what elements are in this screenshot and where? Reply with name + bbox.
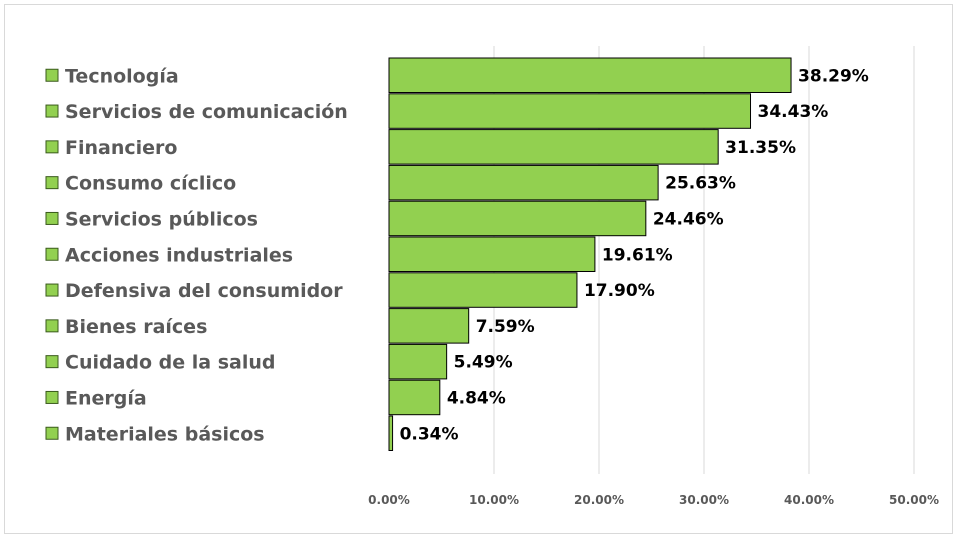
legend-swatch-0: [45, 68, 59, 82]
category-label-9: Energía: [65, 387, 147, 409]
value-label-5: 19.61%: [602, 245, 673, 265]
x-axis-ticks: 0.00% 10.00% 20.00% 30.00% 40.00% 50.00%: [368, 493, 939, 507]
bar-6: [388, 272, 578, 308]
category-label-10: Materiales básicos: [65, 423, 265, 445]
legend-swatch-6: [45, 283, 59, 297]
bar-7: [388, 308, 470, 344]
bar-5: [388, 236, 596, 272]
x-tick-label-3: 30.00%: [679, 493, 729, 507]
x-tick-label-1: 10.00%: [469, 493, 519, 507]
legend-swatch-9: [45, 390, 59, 404]
category-label-4: Servicios públicos: [65, 208, 258, 230]
value-label-2: 31.35%: [725, 138, 796, 158]
value-label-10: 0.34%: [400, 424, 459, 444]
value-label-4: 24.46%: [653, 209, 724, 229]
value-label-9: 4.84%: [447, 388, 506, 408]
legend-swatch-10: [45, 426, 59, 440]
value-label-6: 17.90%: [584, 281, 655, 301]
value-label-7: 7.59%: [476, 317, 535, 337]
value-label-3: 25.63%: [665, 174, 736, 194]
legend-swatch-7: [45, 319, 59, 333]
value-labels: 38.29% 34.43% 31.35% 25.63% 24.46% 19.61% 17.9…: [400, 66, 869, 444]
bar-1: [388, 93, 752, 129]
bar-chart: 38.29% 34.43% 31.35% 25.63% 24.46% 19.61% 17.9…: [45, 46, 939, 507]
category-label-5: Acciones industriales: [65, 244, 293, 266]
category-label-6: Defensiva del consumidor: [65, 280, 343, 302]
legend-swatch-1: [45, 104, 59, 118]
bar-9: [388, 379, 441, 416]
category-label-3: Consumo cíclico: [65, 173, 236, 195]
bar-2: [388, 129, 719, 165]
value-label-8: 5.49%: [454, 353, 513, 373]
category-label-0: Tecnología: [65, 65, 179, 87]
x-tick-label-5: 50.00%: [889, 493, 939, 507]
category-label-7: Bienes raíces: [65, 316, 207, 338]
legend-swatch-5: [45, 247, 59, 261]
chart-frame: 38.29% 34.43% 31.35% 25.63% 24.46% 19.61% 17.9…: [4, 4, 953, 534]
legend-swatch-4: [45, 211, 59, 225]
bar-0: [388, 57, 792, 93]
value-label-0: 38.29%: [798, 66, 869, 86]
bar-3: [388, 164, 659, 201]
category-label-1: Servicios de comunicación: [65, 101, 348, 123]
bars: [388, 57, 792, 451]
bar-4: [388, 200, 647, 237]
category-legend: Tecnología Servicios de comunicación Finan…: [45, 65, 348, 445]
category-label-8: Cuidado de la salud: [65, 352, 276, 374]
legend-swatch-2: [45, 140, 59, 154]
x-tick-label-2: 20.00%: [574, 493, 624, 507]
category-label-2: Financiero: [65, 137, 177, 159]
value-label-1: 34.43%: [758, 102, 829, 122]
bar-8: [388, 343, 448, 380]
legend-swatch-8: [45, 355, 59, 369]
x-tick-label-4: 40.00%: [784, 493, 834, 507]
x-tick-label-0: 0.00%: [368, 493, 410, 507]
legend-swatch-3: [45, 176, 59, 190]
bar-10: [388, 415, 394, 451]
